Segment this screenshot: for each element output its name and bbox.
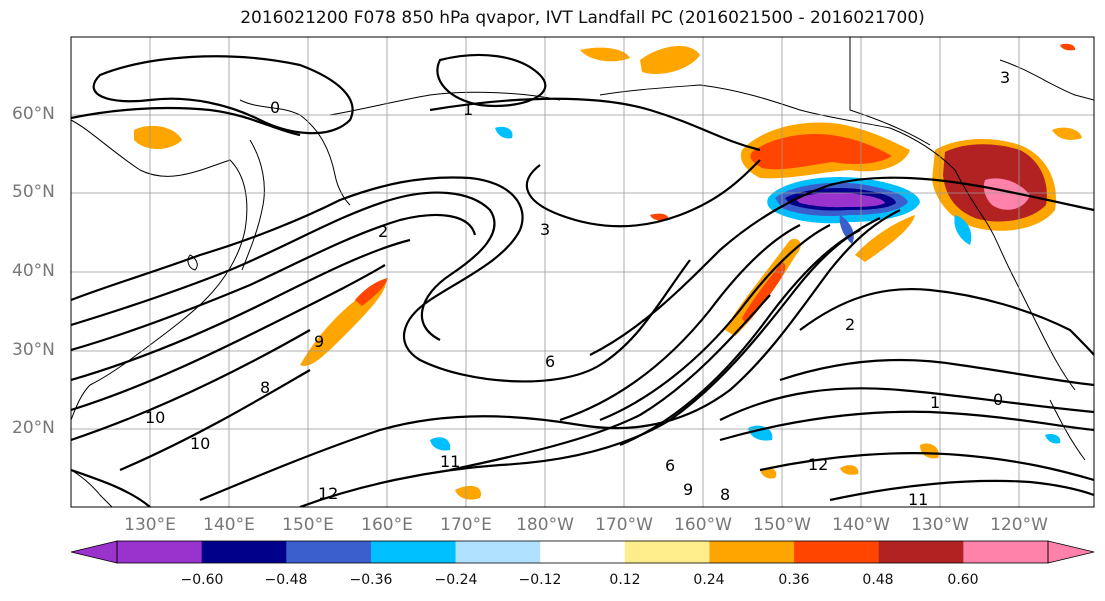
contour-label: 11 bbox=[908, 490, 929, 509]
lon-label-160e: 160°E bbox=[361, 515, 413, 535]
colorbar-segment bbox=[370, 541, 457, 563]
positive-anomaly-region bbox=[1052, 127, 1082, 140]
positive-anomaly-region bbox=[650, 213, 669, 221]
lon-label-150e: 150°E bbox=[282, 515, 334, 535]
lon-label-120w: 120°W bbox=[990, 515, 1048, 535]
lat-label-60n: 60°N bbox=[12, 104, 55, 124]
coastline-layer bbox=[71, 37, 1094, 507]
colorbar-extend-high bbox=[1047, 540, 1095, 564]
positive-anomaly-region bbox=[760, 467, 777, 479]
shading-layer bbox=[134, 43, 1082, 500]
positive-anomaly-region bbox=[920, 443, 939, 459]
colorbar-tick-label: 0.60 bbox=[947, 572, 979, 588]
negative-anomaly-region bbox=[495, 126, 513, 139]
map-title: 2016021200 F078 850 hPa qvapor, IVT Land… bbox=[240, 8, 925, 28]
contour-label: 9 bbox=[314, 332, 325, 351]
contour-label: 10 bbox=[145, 408, 166, 427]
colorbar-frame bbox=[116, 540, 1049, 564]
positive-anomaly-region bbox=[455, 485, 481, 500]
lon-label-180w: 180°W bbox=[516, 515, 574, 535]
colorbar-tick-label: 0.12 bbox=[609, 572, 641, 588]
colorbar bbox=[70, 540, 1095, 564]
lat-label-40n: 40°N bbox=[12, 261, 55, 281]
lon-label-160w: 160°W bbox=[674, 515, 732, 535]
colorbar-segment bbox=[624, 541, 710, 563]
colorbar-segment bbox=[201, 541, 287, 563]
ivt-contour-layer bbox=[71, 53, 1094, 507]
contour-label: 12 bbox=[808, 455, 829, 474]
positive-anomaly-region bbox=[355, 278, 388, 306]
contour-label: 11 bbox=[440, 452, 461, 471]
lat-label-30n: 30°N bbox=[12, 340, 55, 360]
lat-label-20n: 20°N bbox=[12, 418, 55, 438]
positive-anomaly-region bbox=[580, 47, 630, 62]
contour-label: 8 bbox=[260, 378, 271, 397]
lon-label-140e: 140°E bbox=[203, 515, 255, 535]
negative-anomaly-region bbox=[795, 192, 885, 208]
lat-label-50n: 50°N bbox=[12, 182, 55, 202]
map-area bbox=[71, 37, 1094, 507]
lon-label-170e: 170°E bbox=[440, 515, 492, 535]
lon-label-150w: 150°W bbox=[753, 515, 811, 535]
colorbar-tick-label: −0.24 bbox=[434, 572, 478, 588]
colorbar-extend-low bbox=[70, 540, 118, 564]
colorbar-segment bbox=[540, 541, 626, 563]
contour-label: 3 bbox=[1000, 68, 1011, 87]
contour-label: 6 bbox=[545, 352, 556, 371]
colorbar-tick-label: 0.36 bbox=[778, 572, 810, 588]
negative-anomaly-region bbox=[954, 215, 972, 245]
colorbar-segment bbox=[794, 541, 880, 563]
contour-label: 3 bbox=[540, 220, 551, 239]
colorbar-segment bbox=[963, 541, 1049, 563]
contour-label: 10 bbox=[190, 434, 211, 453]
colorbar-segment bbox=[455, 541, 541, 563]
colorbar-tick-label: 0.48 bbox=[862, 572, 894, 588]
colorbar-tick-label: 0.24 bbox=[693, 572, 725, 588]
contour-label: 9 bbox=[683, 480, 694, 499]
colorbar-tick-label: −0.48 bbox=[264, 572, 308, 588]
contour-label: 0 bbox=[993, 390, 1004, 409]
contour-label: 1 bbox=[463, 100, 474, 119]
lon-label-140w: 140°W bbox=[832, 515, 890, 535]
colorbar-segment bbox=[878, 541, 964, 563]
contour-label: 6 bbox=[665, 456, 676, 475]
contour-label: 2 bbox=[845, 315, 856, 334]
colorbar-segment bbox=[709, 541, 795, 563]
negative-anomaly-region bbox=[1045, 433, 1061, 444]
contour-label: 1 bbox=[930, 393, 941, 412]
lon-label-130w: 130°W bbox=[911, 515, 969, 535]
lon-label-130e: 130°E bbox=[124, 515, 176, 535]
map-frame bbox=[70, 36, 1095, 508]
colorbar-tick-label: −0.60 bbox=[180, 572, 224, 588]
contour-label: 12 bbox=[318, 484, 339, 503]
contour-label: 8 bbox=[720, 485, 731, 504]
positive-anomaly-region bbox=[134, 125, 182, 149]
positive-anomaly-region bbox=[742, 262, 786, 324]
positive-anomaly-region bbox=[640, 45, 700, 75]
gridlines bbox=[71, 37, 1094, 507]
positive-anomaly-region bbox=[840, 465, 859, 475]
positive-anomaly-region bbox=[983, 178, 1030, 210]
positive-anomaly-region bbox=[855, 215, 915, 262]
contour-label: 0 bbox=[270, 98, 281, 117]
colorbar-tick-label: −0.36 bbox=[349, 572, 393, 588]
negative-anomaly-region bbox=[430, 437, 451, 451]
colorbar-tick-label: −0.12 bbox=[518, 572, 562, 588]
colorbar-segment bbox=[117, 541, 203, 563]
positive-anomaly-region bbox=[750, 133, 892, 170]
lon-label-170w: 170°W bbox=[595, 515, 653, 535]
colorbar-segment bbox=[286, 541, 372, 563]
positive-anomaly-region bbox=[1060, 43, 1076, 51]
contour-label: 2 bbox=[378, 222, 389, 241]
